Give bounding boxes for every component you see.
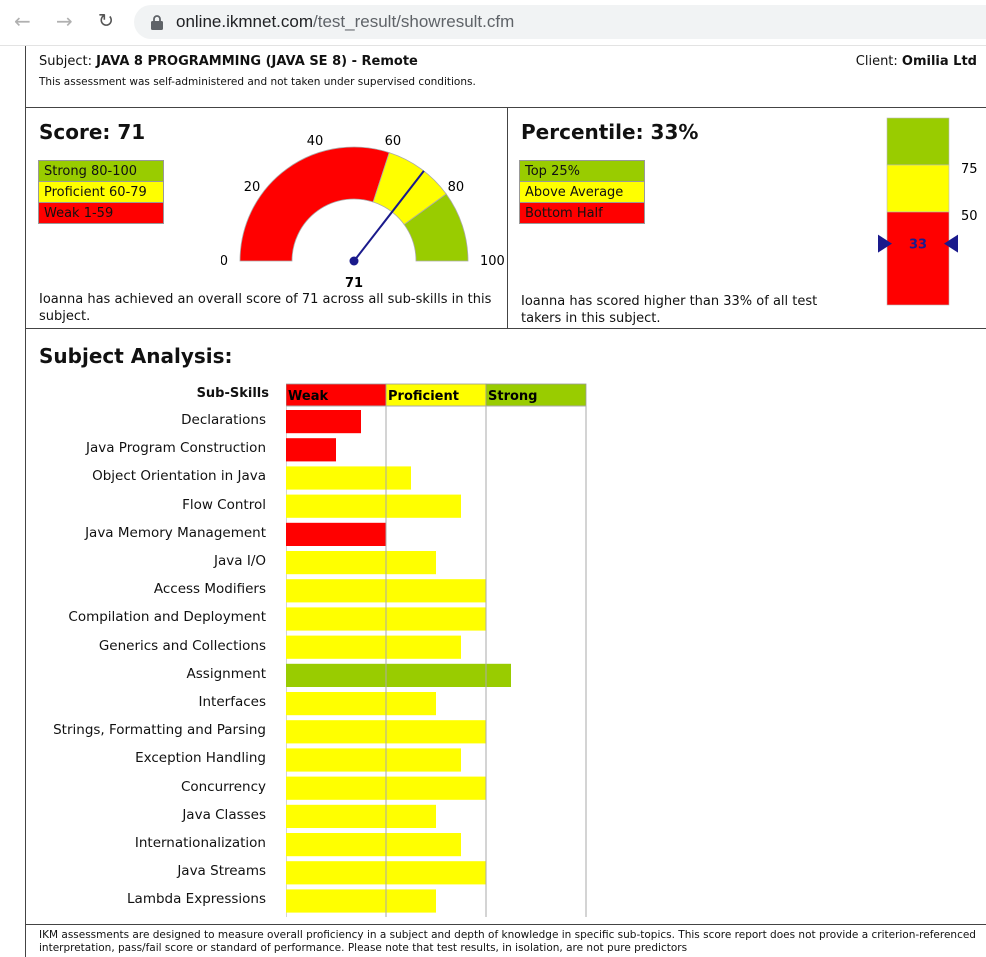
score-legend-proficient: Proficient 60-79 bbox=[38, 181, 164, 203]
skill-label: Java Program Construction bbox=[26, 440, 266, 456]
skill-label: Lambda Expressions bbox=[26, 891, 266, 907]
score-description: Ioanna has achieved an overall score of … bbox=[39, 291, 501, 325]
percentile-legend-bottom: Bottom Half bbox=[519, 202, 645, 224]
score-report: Subject: JAVA 8 PROGRAMMING (JAVA SE 8) … bbox=[25, 46, 986, 957]
score-gauge: 0 20 40 60 80 100 71 bbox=[221, 118, 511, 293]
skill-label: Access Modifiers bbox=[26, 581, 266, 597]
skill-label: Compilation and Deployment bbox=[26, 609, 266, 625]
gauge-value-label: 71 bbox=[345, 276, 363, 291]
subject-label: Subject: bbox=[39, 54, 92, 69]
reload-icon[interactable]: ↻ bbox=[98, 10, 114, 32]
client-label: Client: bbox=[856, 54, 898, 69]
subskill-chart: Weak Proficient Strong bbox=[286, 382, 591, 917]
percentile-legend: Top 25% Above Average Bottom Half bbox=[519, 161, 645, 224]
skill-label: Flow Control bbox=[26, 497, 266, 513]
gauge-tick-60: 60 bbox=[385, 134, 402, 149]
skill-bar bbox=[286, 805, 436, 828]
footer: IKM assessments are designed to measure … bbox=[26, 924, 986, 925]
skill-label: Strings, Formatting and Parsing bbox=[26, 722, 266, 738]
skill-label: Object Orientation in Java bbox=[26, 468, 266, 484]
client-line: Client: Omilia Ltd bbox=[856, 54, 977, 69]
gauge-hub bbox=[350, 257, 359, 266]
skill-bar bbox=[286, 636, 461, 659]
skill-label: Java Classes bbox=[26, 807, 266, 823]
percentile-scale-75: 75 bbox=[961, 162, 978, 177]
band-label-proficient: Proficient bbox=[388, 389, 459, 404]
gauge-tick-100: 100 bbox=[480, 254, 505, 269]
percentile-title: Percentile: 33% bbox=[521, 120, 698, 144]
score-legend-strong: Strong 80-100 bbox=[38, 160, 164, 182]
subskills-header: Sub-Skills bbox=[26, 386, 269, 401]
skill-label: Interfaces bbox=[26, 694, 266, 710]
subject-value: JAVA 8 PROGRAMMING (JAVA SE 8) - Remote bbox=[96, 54, 418, 69]
browser-toolbar: ← → ↻ online.ikmnet.com/test_result/show… bbox=[0, 0, 986, 46]
skill-bar bbox=[286, 889, 436, 912]
percentile-bar: 75 50 33 bbox=[878, 116, 983, 311]
skill-label: Exception Handling bbox=[26, 750, 266, 766]
skill-bar bbox=[286, 523, 386, 546]
url-host: online.ikmnet.com bbox=[176, 12, 313, 31]
lock-icon bbox=[150, 15, 164, 30]
score-legend: Strong 80-100 Proficient 60-79 Weak 1-59 bbox=[38, 161, 164, 224]
url-text: online.ikmnet.com/test_result/showresult… bbox=[176, 12, 514, 32]
skill-label: Java I/O bbox=[26, 553, 266, 569]
client-value: Omilia Ltd bbox=[902, 54, 977, 69]
score-title: Score: 71 bbox=[39, 120, 145, 144]
gauge-tick-20: 20 bbox=[244, 180, 261, 195]
analysis-title: Subject Analysis: bbox=[39, 344, 233, 368]
gauge-tick-0: 0 bbox=[221, 254, 228, 269]
skill-bar bbox=[286, 495, 461, 518]
report-header: Subject: JAVA 8 PROGRAMMING (JAVA SE 8) … bbox=[26, 46, 986, 108]
gauge-tick-80: 80 bbox=[448, 180, 465, 195]
percentile-scale-50: 50 bbox=[961, 209, 978, 224]
skill-bar bbox=[286, 410, 361, 433]
skill-label: Generics and Collections bbox=[26, 638, 266, 654]
percentile-description: Ioanna has scored higher than 33% of all… bbox=[521, 293, 861, 327]
skill-label: Assignment bbox=[26, 666, 266, 682]
address-bar[interactable]: online.ikmnet.com/test_result/showresult… bbox=[134, 5, 986, 39]
skill-label: Concurrency bbox=[26, 779, 266, 795]
url-path: /test_result/showresult.cfm bbox=[313, 12, 514, 31]
skill-bar bbox=[286, 466, 411, 489]
percentile-zone-top bbox=[887, 118, 949, 165]
percentile-panel: Percentile: 33% Top 25% Above Average Bo… bbox=[508, 108, 986, 328]
forward-arrow-icon[interactable]: → bbox=[56, 10, 73, 32]
skill-bar bbox=[286, 692, 436, 715]
skill-bar bbox=[286, 748, 461, 771]
assessment-note: This assessment was self-administered an… bbox=[39, 76, 476, 88]
percentile-zone-above bbox=[887, 165, 949, 212]
score-legend-weak: Weak 1-59 bbox=[38, 202, 164, 224]
percentile-legend-above: Above Average bbox=[519, 181, 645, 203]
skill-bar bbox=[286, 551, 436, 574]
band-label-strong: Strong bbox=[488, 389, 537, 404]
skill-bar bbox=[286, 438, 336, 461]
subject-line: Subject: JAVA 8 PROGRAMMING (JAVA SE 8) … bbox=[39, 54, 418, 69]
skill-bar bbox=[286, 833, 461, 856]
skill-label: Internationalization bbox=[26, 835, 266, 851]
back-arrow-icon[interactable]: ← bbox=[14, 10, 31, 32]
score-panel: Score: 71 Strong 80-100 Proficient 60-79… bbox=[26, 108, 508, 328]
footer-disclaimer: IKM assessments are designed to measure … bbox=[39, 929, 979, 955]
gauge-tick-40: 40 bbox=[307, 134, 324, 149]
skill-bar bbox=[286, 664, 511, 687]
percentile-marker-label: 33 bbox=[909, 238, 927, 253]
band-label-weak: Weak bbox=[288, 389, 328, 404]
skill-label: Java Streams bbox=[26, 863, 266, 879]
skill-label: Java Memory Management bbox=[26, 525, 266, 541]
section-divider bbox=[26, 328, 986, 329]
skill-label: Declarations bbox=[26, 412, 266, 428]
percentile-zone-bottom bbox=[887, 212, 949, 305]
percentile-legend-top: Top 25% bbox=[519, 160, 645, 182]
